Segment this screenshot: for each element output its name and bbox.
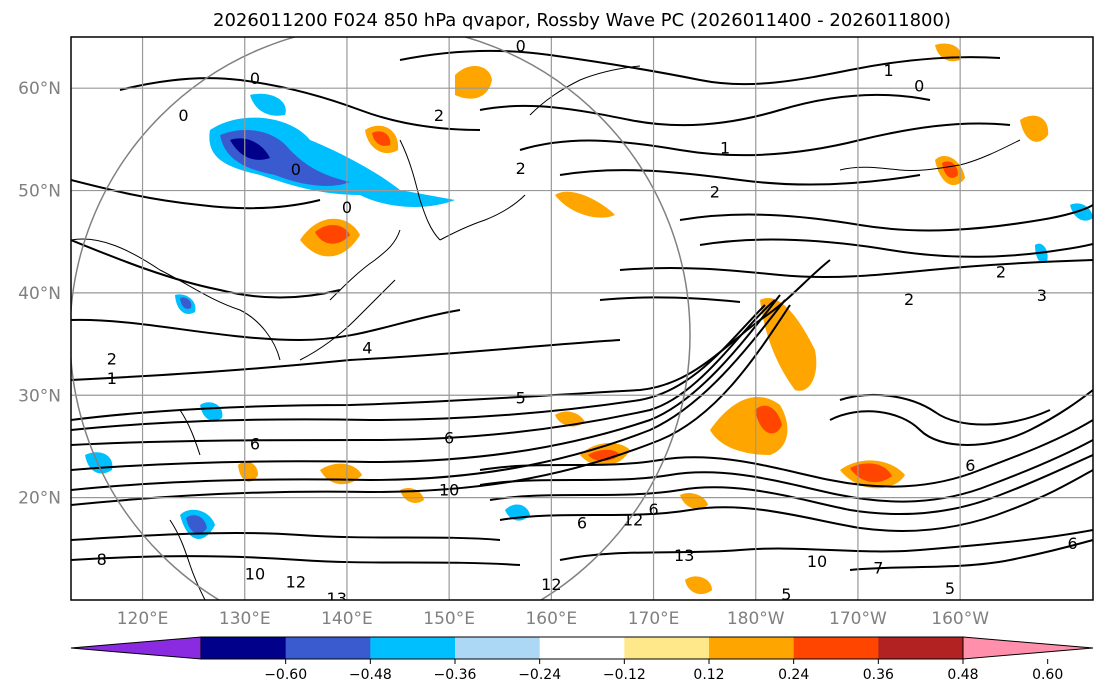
contour-label: 0 xyxy=(178,106,188,125)
lon-tick-label: 150°E xyxy=(423,609,475,629)
coastlines xyxy=(71,65,1021,600)
colorbar-tick-label: 0.36 xyxy=(863,667,894,683)
contour-label: 2 xyxy=(107,350,117,369)
lat-tick-label: 20°N xyxy=(18,489,61,509)
lon-tick-label: 160°E xyxy=(525,609,577,629)
colorbar-segment xyxy=(793,637,879,659)
lon-tick-label: 120°E xyxy=(117,609,169,629)
contour-label: 6 xyxy=(444,428,454,447)
contour-label: 8 xyxy=(97,550,107,569)
chart-title: 2026011200 F024 850 hPa qvapor, Rossby W… xyxy=(213,10,951,31)
lat-tick-label: 30°N xyxy=(18,386,61,406)
colorbar-segment xyxy=(624,637,710,659)
contour-label: 5 xyxy=(945,579,955,598)
plot-frame xyxy=(70,36,1094,601)
lon-tick-label: 130°E xyxy=(219,609,271,629)
colorbar xyxy=(70,636,1094,664)
contour-label: 4 xyxy=(362,338,372,357)
contour-label: 6 xyxy=(1067,534,1077,553)
contour-label: 2 xyxy=(904,290,914,309)
contour-label: 6 xyxy=(648,500,658,519)
contour-label: 2 xyxy=(434,106,444,125)
contour-label: 7 xyxy=(873,558,883,577)
lon-tick-label: 170°W xyxy=(829,609,887,629)
contour-label: 2 xyxy=(516,159,526,178)
contour-label: 0 xyxy=(914,76,924,95)
contour-label: 6 xyxy=(577,513,587,532)
colorbar-tick-label: 0.48 xyxy=(947,667,978,683)
lat-tick-label: 40°N xyxy=(18,284,61,304)
colorbar-extend-low xyxy=(70,636,202,660)
contour-label: 10 xyxy=(807,552,827,571)
colorbar-tick-label: −0.12 xyxy=(603,667,646,683)
colorbar-segment xyxy=(285,637,371,659)
colorbar-segment xyxy=(539,637,625,659)
colorbar-segment xyxy=(878,637,964,659)
contour-label: 1 xyxy=(884,61,894,80)
contour-label: 12 xyxy=(541,575,561,594)
contour-label: 0 xyxy=(516,36,526,55)
colorbar-segment xyxy=(709,637,795,659)
lat-tick-label: 50°N xyxy=(18,182,61,202)
contour-label: 12 xyxy=(286,573,306,592)
contour-label: 6 xyxy=(965,456,975,475)
colorbar-tick-label: −0.24 xyxy=(518,667,561,683)
contour-label: 5 xyxy=(781,585,791,604)
contour-label: 6 xyxy=(250,435,260,454)
colorbar-segment xyxy=(455,637,541,659)
contour-lines xyxy=(71,49,1093,571)
contour-label: 12 xyxy=(623,510,643,529)
lon-tick-label: 180°W xyxy=(727,609,785,629)
contour-label: 0 xyxy=(342,198,352,217)
colorbar-extend-high xyxy=(962,636,1094,660)
contour-label: 9 xyxy=(710,596,720,615)
contour-label: 1 xyxy=(720,139,730,158)
lon-axis: 120°E 130°E 140°E 150°E 160°E 170°E 180°W 170°W… xyxy=(117,609,990,629)
colorbar-segment xyxy=(370,637,456,659)
contour-label: 1 xyxy=(107,369,117,388)
lat-axis: 60°N 50°N 40°N 30°N 20°N xyxy=(18,79,61,508)
lon-tick-label: 160°W xyxy=(931,609,989,629)
colorbar-frame xyxy=(200,636,964,660)
contour-label: 0 xyxy=(291,160,301,179)
colorbar-labels: −0.60 −0.48 −0.36 −0.24 −0.12 0.12 0.24 0.36 0.4… xyxy=(264,667,1063,683)
contour-label: 5 xyxy=(516,388,526,407)
lat-gridlines xyxy=(71,87,1093,499)
lon-tick-label: 170°E xyxy=(628,609,680,629)
lat-tick-label: 60°N xyxy=(18,79,61,99)
contour-label: 2 xyxy=(710,183,720,202)
projection-circle xyxy=(71,37,691,600)
anomaly-shading xyxy=(85,43,1093,595)
lon-tick-label: 140°E xyxy=(321,609,373,629)
colorbar-tick-label: 0.60 xyxy=(1032,667,1063,683)
colorbar-segment xyxy=(201,637,287,659)
colorbar-tick-label: −0.36 xyxy=(434,667,477,683)
contour-label: 0 xyxy=(250,69,260,88)
colorbar-tick-label: 0.24 xyxy=(778,667,809,683)
contour-label: 2 xyxy=(996,263,1006,282)
colorbar-tick-label: −0.48 xyxy=(349,667,392,683)
contour-label: 13 xyxy=(327,589,347,608)
colorbar-tick-label: −0.60 xyxy=(264,667,307,683)
contour-label: 10 xyxy=(439,481,459,500)
colorbar-tick-label: 0.12 xyxy=(693,667,724,683)
contour-label: 3 xyxy=(1037,286,1047,305)
contour-label: 10 xyxy=(245,565,265,584)
contour-label: 13 xyxy=(674,546,694,565)
lon-gridlines xyxy=(141,37,961,600)
